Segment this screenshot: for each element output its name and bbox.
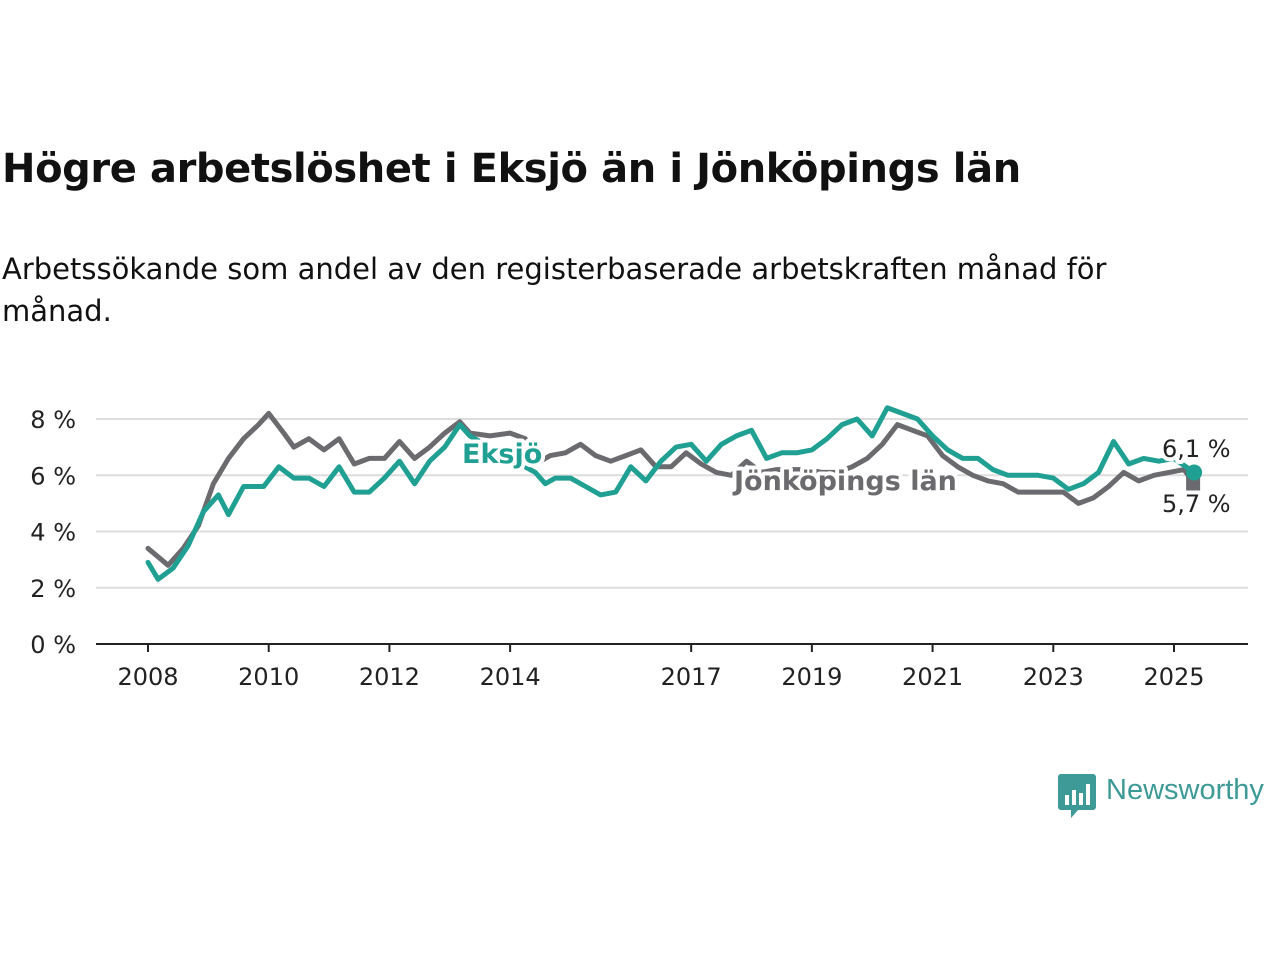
series-label-lan-halo: Jönköpings län — [732, 466, 957, 497]
end-value-label-eksjo: 6,1 % — [1162, 435, 1231, 463]
y-tick-label: 4 % — [30, 519, 76, 547]
y-tick-label: 2 % — [30, 575, 76, 603]
series-line-1 — [145, 410, 1197, 568]
y-tick-label: 8 % — [30, 406, 76, 434]
line-chart: 0 % 2 % 4 % 6 % 8 % 2008 2010 2012 2014 2017 2019… — [30, 405, 1248, 691]
end-value-label-lan: 5,7 % — [1162, 490, 1231, 518]
x-tick-label: 2025 — [1143, 663, 1204, 691]
x-tick-label: 2010 — [238, 663, 299, 691]
x-tick-label: 2021 — [902, 663, 963, 691]
series-lines — [145, 405, 1203, 582]
newsworthy-brand: Newsworthy — [1058, 772, 1280, 820]
series-line-0 — [145, 405, 1197, 582]
end-value-label-eksjo-halo: 6,1 % — [1162, 435, 1231, 463]
x-axis: 2008 2010 2012 2014 2017 2019 2021 2023 2025 — [117, 644, 1205, 691]
chart-title: Högre arbetslöshet i Eksjö än i Jönköpin… — [2, 146, 1021, 192]
x-tick-label: 2014 — [480, 663, 541, 691]
newsworthy-logo-icon — [1058, 774, 1096, 818]
x-tick-label: 2023 — [1023, 663, 1084, 691]
series-end-marker — [1186, 476, 1201, 491]
series-end-marker — [1186, 464, 1203, 481]
y-axis: 0 % 2 % 4 % 6 % 8 % — [30, 406, 76, 659]
series-label-eksjo: Eksjö — [462, 439, 542, 470]
series-label-eksjo-halo: Eksjö — [462, 439, 542, 470]
brand-name: Newsworthy — [1106, 774, 1264, 806]
x-tick-label: 2008 — [117, 663, 178, 691]
y-tick-label: 6 % — [30, 462, 76, 490]
x-tick-label: 2012 — [359, 663, 420, 691]
series-label-lan: Jönköpings län — [732, 466, 957, 497]
end-value-label-lan-halo: 5,7 % — [1162, 490, 1231, 518]
x-tick-label: 2017 — [661, 663, 722, 691]
y-tick-label: 0 % — [30, 631, 76, 659]
x-tick-label: 2019 — [781, 663, 842, 691]
chart-subtitle: Arbetssökande som andel av den registerb… — [2, 252, 1107, 328]
